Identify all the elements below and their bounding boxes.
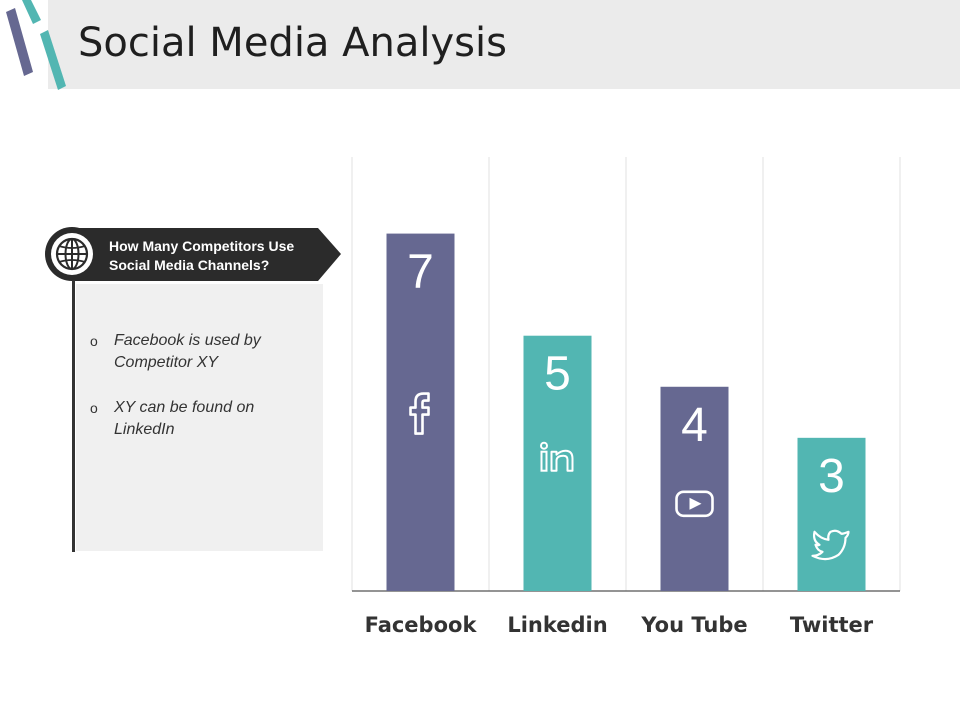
callout-panel [76,284,323,551]
callout-connector-line [72,280,75,552]
title-band [48,0,960,89]
globe-icon [45,227,99,281]
callout-heading-line1: How Many Competitors Use [109,238,295,254]
data-label: 5 [544,348,571,401]
category-label: Facebook [365,613,478,637]
logo-stripe-teal-top [22,0,41,24]
data-label: 7 [407,246,434,299]
callout-heading: How Many Competitors Use Social Media Ch… [109,237,331,275]
list-item: o Facebook is used by Competitor XY [90,330,315,374]
twitter-icon [811,529,850,561]
bar [660,386,729,591]
category-label: Twitter [790,613,874,637]
category-label: You Tube [640,613,747,637]
logo-stripe-purple [6,8,33,76]
logo-stripes [6,0,66,90]
bar [386,233,455,591]
logo-stripe-teal-bottom [40,30,66,90]
bullet-text: XY can be found on LinkedIn [114,399,255,438]
facebook-icon [409,392,430,435]
data-label: 4 [681,399,708,452]
youtube-icon [675,490,714,518]
linkedin-icon [540,441,574,472]
callout-arrow-banner [72,228,341,281]
callout-graphic [45,227,341,281]
page-title: Social Media Analysis [78,20,507,66]
callout-bullet-list: o Facebook is used by Competitor XY o XY c… [90,330,315,464]
callout-heading-line2: Social Media Channels? [109,257,270,273]
bullet-marker: o [90,400,98,416]
bullet-marker: o [90,333,98,349]
category-label: Linkedin [507,613,607,637]
bullet-text: Facebook is used by Competitor XY [114,332,261,371]
data-label: 3 [818,450,845,503]
list-item: o XY can be found on LinkedIn [90,397,315,441]
bar [797,437,866,591]
